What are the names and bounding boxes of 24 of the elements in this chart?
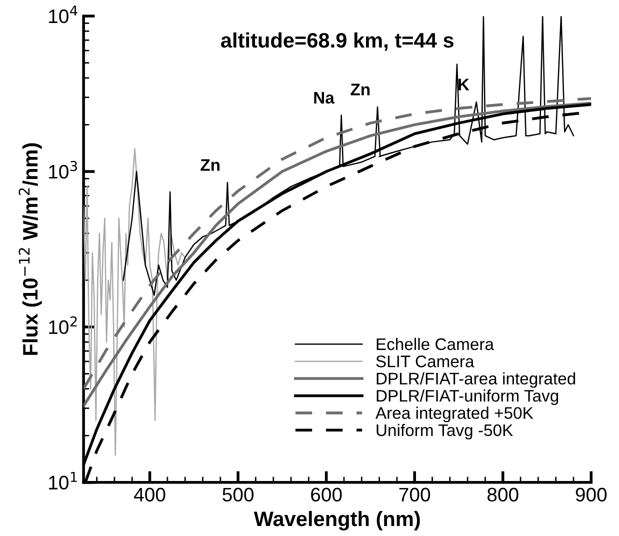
annotation: Zn: [200, 159, 220, 171]
annotation: Na: [314, 92, 334, 104]
y-axis-title: Flux (10$^{−12}$ W/m$^{2}$/nm): [18, 143, 42, 355]
x-tick-label: 400: [134, 488, 166, 502]
annotation: Zn: [350, 84, 370, 96]
legend-label: Echelle Camera: [376, 338, 494, 350]
legend-label: Area integrated +50K: [375, 406, 534, 422]
legend-label: SLIT Camera: [376, 356, 474, 368]
y-tick-label: 10$^{3}$: [49, 160, 77, 179]
x-axis-title: Wavelength (nm): [254, 510, 420, 530]
x-tick-label: 800: [487, 488, 518, 502]
x-tick-label: 600: [311, 488, 342, 502]
y-tick-label: 10$^{4}$: [49, 6, 78, 24]
legend-label: Uniform Tavg -50K: [376, 424, 513, 440]
x-tick-label: 500: [222, 488, 254, 502]
y-tick-label: 10$^{2}$: [49, 316, 77, 334]
legend-label: DPLR/FIAT-uniform Tavg: [376, 389, 558, 406]
annotation: K: [458, 78, 470, 90]
x-tick-label: 900: [576, 488, 607, 502]
text: altitude=68.9 km, t=44 s: [221, 32, 454, 51]
legend-label: DPLR/FIAT-area integrated: [376, 372, 576, 388]
x-tick-label: 700: [399, 488, 430, 502]
y-tick-label: 10$^{1}$: [49, 472, 77, 490]
line-series: [84, 148, 186, 456]
